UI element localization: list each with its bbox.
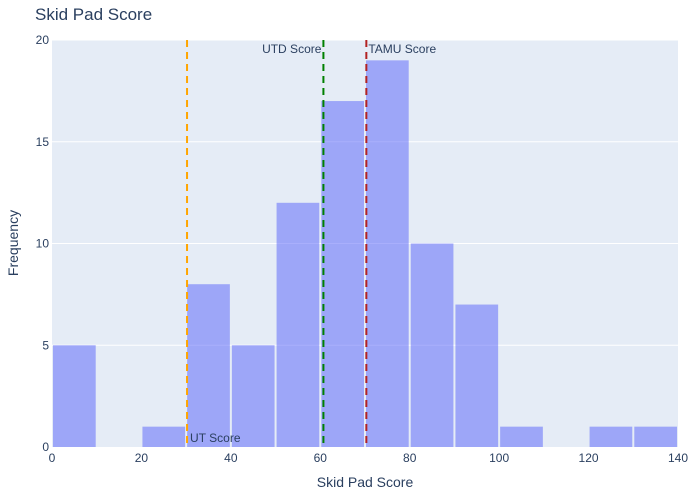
grid-lines (52, 39, 678, 346)
reference-line-label: UT Score (190, 431, 241, 445)
x-tick-label: 140 (668, 451, 688, 465)
x-tick-label: 0 (49, 451, 56, 465)
reference-line-label: UTD Score (262, 42, 322, 56)
histogram-bar (634, 426, 677, 447)
x-tick-label: 100 (489, 451, 509, 465)
reference-lines: UT Score UTD Score TAMU Score (186, 40, 436, 447)
histogram-bar (589, 426, 633, 447)
chart-title: Skid Pad Score (35, 5, 152, 24)
histogram-bar (231, 345, 275, 447)
x-tick-label: 120 (579, 451, 599, 465)
reference-line-label: TAMU Score (368, 42, 436, 56)
x-tick-label: 40 (224, 451, 238, 465)
x-tick-label: 20 (135, 451, 149, 465)
y-tick-label: 20 (36, 33, 50, 47)
histogram-bar (53, 345, 96, 447)
histogram-bar (410, 243, 454, 447)
histogram-bar (276, 202, 320, 447)
y-tick-label: 5 (42, 338, 49, 352)
histogram-bar (366, 60, 409, 447)
x-axis-title: Skid Pad Score (317, 474, 414, 490)
histogram-bars (53, 60, 677, 448)
histogram-bar (321, 101, 364, 448)
x-tick-label: 80 (403, 451, 417, 465)
y-tick-label: 15 (36, 135, 50, 149)
y-axis-ticks: 0 5 10 15 20 (36, 33, 50, 454)
histogram-bar (455, 304, 499, 447)
y-tick-label: 0 (42, 440, 49, 454)
x-tick-label: 60 (314, 451, 328, 465)
y-axis-title: Frequency (5, 210, 21, 276)
x-axis-ticks: 0 20 40 60 80 100 120 140 (49, 451, 689, 465)
y-tick-label: 10 (36, 237, 50, 251)
histogram-bar (142, 426, 186, 447)
histogram-bar (187, 284, 230, 447)
histogram-bar (500, 426, 543, 447)
